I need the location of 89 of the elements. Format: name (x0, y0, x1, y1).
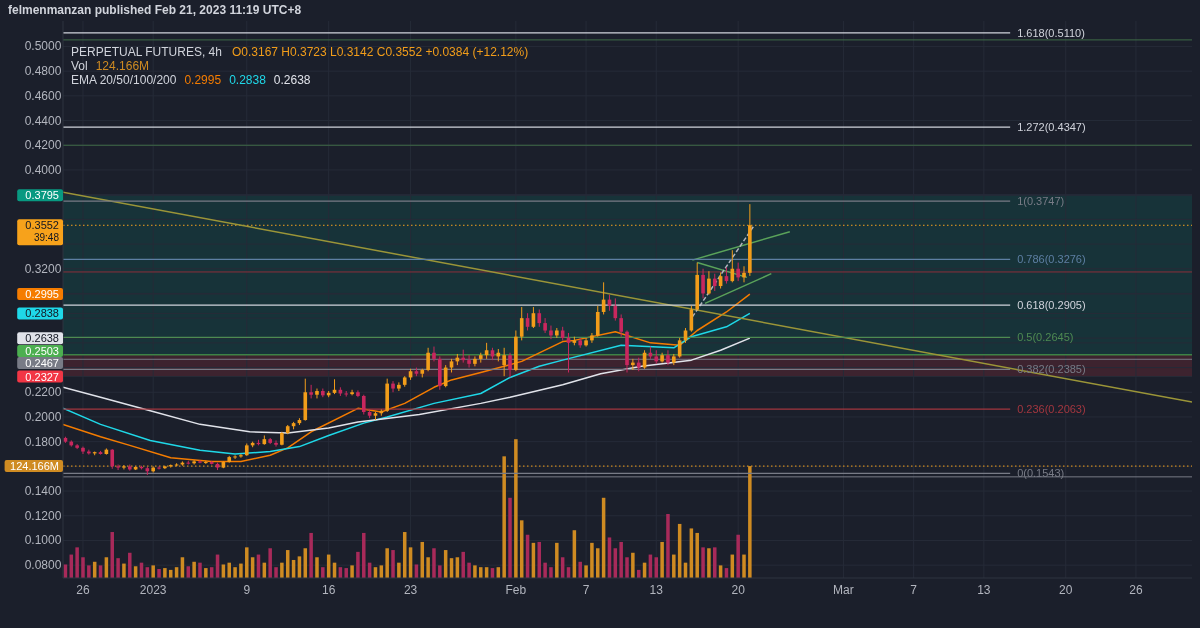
ref-line-label: 0.3552 39:48 (25, 219, 60, 244)
candlestick (309, 384, 313, 399)
chart-subtitle: felmenmanzan published Feb 21, 2023 11:19 UTC+8 (8, 3, 302, 17)
series-label: 1.618(0.5110) (1017, 26, 1085, 39)
x-tick-label: 16 (322, 583, 336, 597)
candlestick (619, 313, 623, 338)
x-tick-label: Feb (505, 583, 527, 597)
y-tick-label: 0.2200 (24, 385, 62, 400)
candlestick (508, 352, 512, 378)
candlestick (730, 249, 735, 283)
candlestick (543, 317, 547, 334)
y-tick-label: 0.1400 (24, 484, 62, 499)
y-tick-label: 0.0800 (24, 558, 62, 573)
series-label: 0.5(0.2645) (1017, 331, 1074, 344)
x-tick-label: 9 (243, 583, 251, 597)
y-tick-label: 0.3200 (24, 261, 62, 276)
candlestick (350, 389, 354, 396)
y-tick-label: 0.1200 (24, 508, 62, 523)
ref-line-label: 0.2503 (25, 345, 59, 358)
legend-title: EMA 20/50/100/200 (71, 73, 177, 87)
candlestick (549, 325, 553, 340)
y-tick-label: 0.2000 (24, 409, 62, 424)
series-label: 0.236(0.2063) (1017, 403, 1086, 416)
series-label: 1.272(0.4347) (1017, 121, 1086, 134)
x-tick-label: 20 (1059, 583, 1073, 597)
y-tick-label: 0.4800 (24, 64, 62, 79)
candlestick (432, 346, 436, 362)
series-label: 0.618(0.2905) (1017, 299, 1086, 312)
annotation: 0.2638 (273, 73, 311, 87)
x-tick-label: 13 (977, 583, 991, 597)
candlestick (467, 354, 471, 369)
y-tick-label: 0.2638 (25, 332, 59, 345)
candlestick (613, 297, 618, 322)
line-series (63, 293, 751, 463)
line-series (63, 312, 751, 455)
candlestick (192, 459, 196, 465)
x-tick-label: 7 (910, 583, 918, 597)
y-tick-label: 0.4600 (24, 88, 62, 103)
candlestick (666, 349, 670, 366)
y-tick-label: 0.3795 (25, 189, 59, 202)
candlestick (736, 262, 740, 282)
candlestick (397, 381, 401, 392)
y-tick-label: 0.2995 (25, 288, 59, 301)
candlestick (595, 305, 600, 338)
candlestick (116, 464, 120, 471)
candlestick (233, 454, 237, 460)
annotation: 0.2995 (184, 73, 222, 87)
y-tick-label: 0.4400 (24, 113, 62, 128)
x-tick-label: 26 (1129, 583, 1143, 597)
text: PERPETUAL FUTURES, 4h (71, 45, 222, 59)
candlestick (274, 439, 278, 448)
x-tick-label: 2023 (139, 583, 167, 597)
y-tick-label: 0.1800 (24, 434, 62, 449)
candlestick (361, 394, 366, 415)
line-series (63, 337, 751, 434)
x-tick-label: 23 (403, 583, 418, 597)
y-tick-label: 0.2838 (25, 307, 59, 320)
y-tick-label: 0.4000 (24, 162, 62, 177)
x-tick-label: 7 (582, 583, 590, 597)
annotation: 0.2838 (229, 73, 267, 87)
x-tick-label: 13 (649, 583, 664, 597)
series-label: 0.382(0.2385) (1017, 363, 1086, 376)
annotation: Vol (71, 59, 88, 73)
ref-line-label: 0.2467 (25, 357, 59, 370)
candlestick (590, 332, 594, 344)
y-tick-label: 0.5000 (24, 39, 62, 54)
candlestick (502, 347, 506, 377)
annotation: O0.3167 H0.3723 L0.3142 C0.3552 +0.0384 (+12.12%) (231, 45, 529, 59)
candlestick (473, 355, 477, 367)
candlestick (110, 448, 115, 470)
y2-tick-label: 124.166M (10, 460, 59, 473)
candlestick (426, 347, 430, 372)
x-tick-label: 20 (731, 583, 746, 597)
x-tick-label: Mar (833, 583, 854, 597)
candlestick (391, 380, 395, 393)
candlestick (519, 306, 524, 341)
candlestick (707, 270, 711, 296)
y-tick-label: 0.4200 (24, 138, 62, 153)
y-tick-label: 0.2327 (25, 370, 59, 383)
x-tick-label: 26 (76, 583, 90, 597)
candlestick (157, 465, 161, 470)
series-label: 0.786(0.3276) (1017, 253, 1086, 266)
series-label: 1(0.3747) (1017, 195, 1065, 208)
y-tick-label: 0.1000 (24, 533, 62, 548)
candlestick (742, 265, 746, 283)
text: 124.166M (95, 59, 150, 73)
candlestick (315, 388, 319, 399)
candlestick (701, 268, 705, 299)
candlestick (239, 453, 243, 459)
